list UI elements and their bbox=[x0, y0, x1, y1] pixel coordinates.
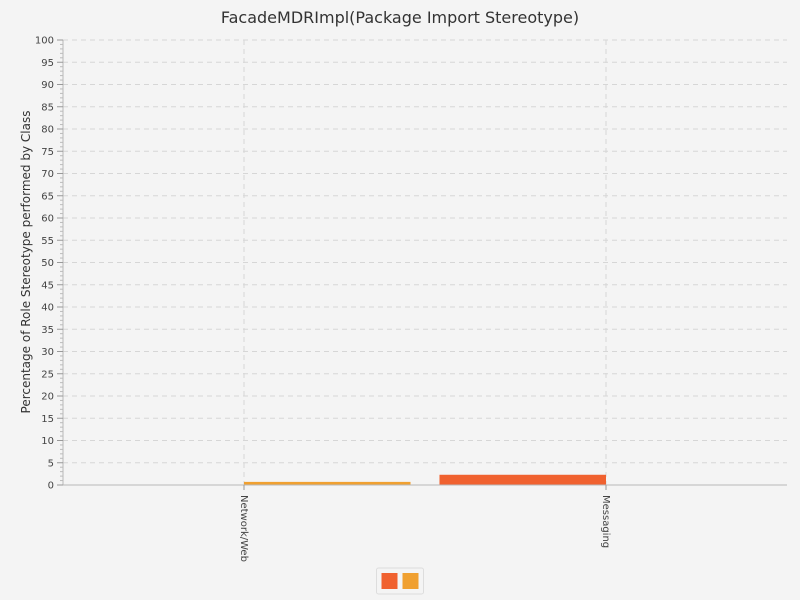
y-tick-label: 35 bbox=[41, 325, 54, 336]
y-tick-label: 5 bbox=[48, 458, 54, 469]
y-tick-label: 25 bbox=[41, 369, 54, 380]
y-tick-label: 80 bbox=[41, 125, 54, 136]
x-tick-label: Network/Web bbox=[238, 495, 249, 562]
y-tick-label: 45 bbox=[41, 280, 54, 291]
y-tick-label: 0 bbox=[48, 481, 54, 492]
y-tick-label: 90 bbox=[41, 80, 54, 91]
y-axis-ticks: 0 5 10 15 20 25 30 35 40 45 50 55 60 65 70 75 80 85 90 95 10… bbox=[35, 36, 63, 492]
y-tick-label: 85 bbox=[41, 102, 54, 113]
y-tick-label: 15 bbox=[41, 414, 54, 425]
legend-swatch bbox=[402, 573, 419, 589]
bar bbox=[439, 474, 606, 485]
y-tick-label: 95 bbox=[41, 58, 54, 69]
y-tick-label: 20 bbox=[41, 392, 54, 403]
x-tick-label: Messaging bbox=[600, 495, 611, 548]
y-axis-label: Percentage of Role Stereotype performed … bbox=[19, 111, 33, 414]
y-tick-label: 40 bbox=[41, 303, 54, 314]
chart-title: FacadeMDRImpl(Package Import Stereotype) bbox=[221, 8, 579, 27]
y-tick-label: 55 bbox=[41, 236, 54, 247]
y-tick-label: 50 bbox=[41, 258, 54, 269]
x-axis-ticks: Network/Web Messaging bbox=[238, 485, 611, 562]
legend bbox=[376, 567, 424, 595]
legend-swatch bbox=[381, 573, 398, 589]
y-tick-label: 100 bbox=[35, 36, 54, 47]
bar bbox=[244, 481, 411, 485]
bars bbox=[244, 474, 606, 485]
y-tick-label: 65 bbox=[41, 191, 54, 202]
y-tick-label: 60 bbox=[41, 214, 54, 225]
y-tick-label: 75 bbox=[41, 147, 54, 158]
gridlines bbox=[63, 39, 787, 485]
y-tick-label: 70 bbox=[41, 169, 54, 180]
y-tick-label: 10 bbox=[41, 436, 54, 447]
y-tick-label: 30 bbox=[41, 347, 54, 358]
